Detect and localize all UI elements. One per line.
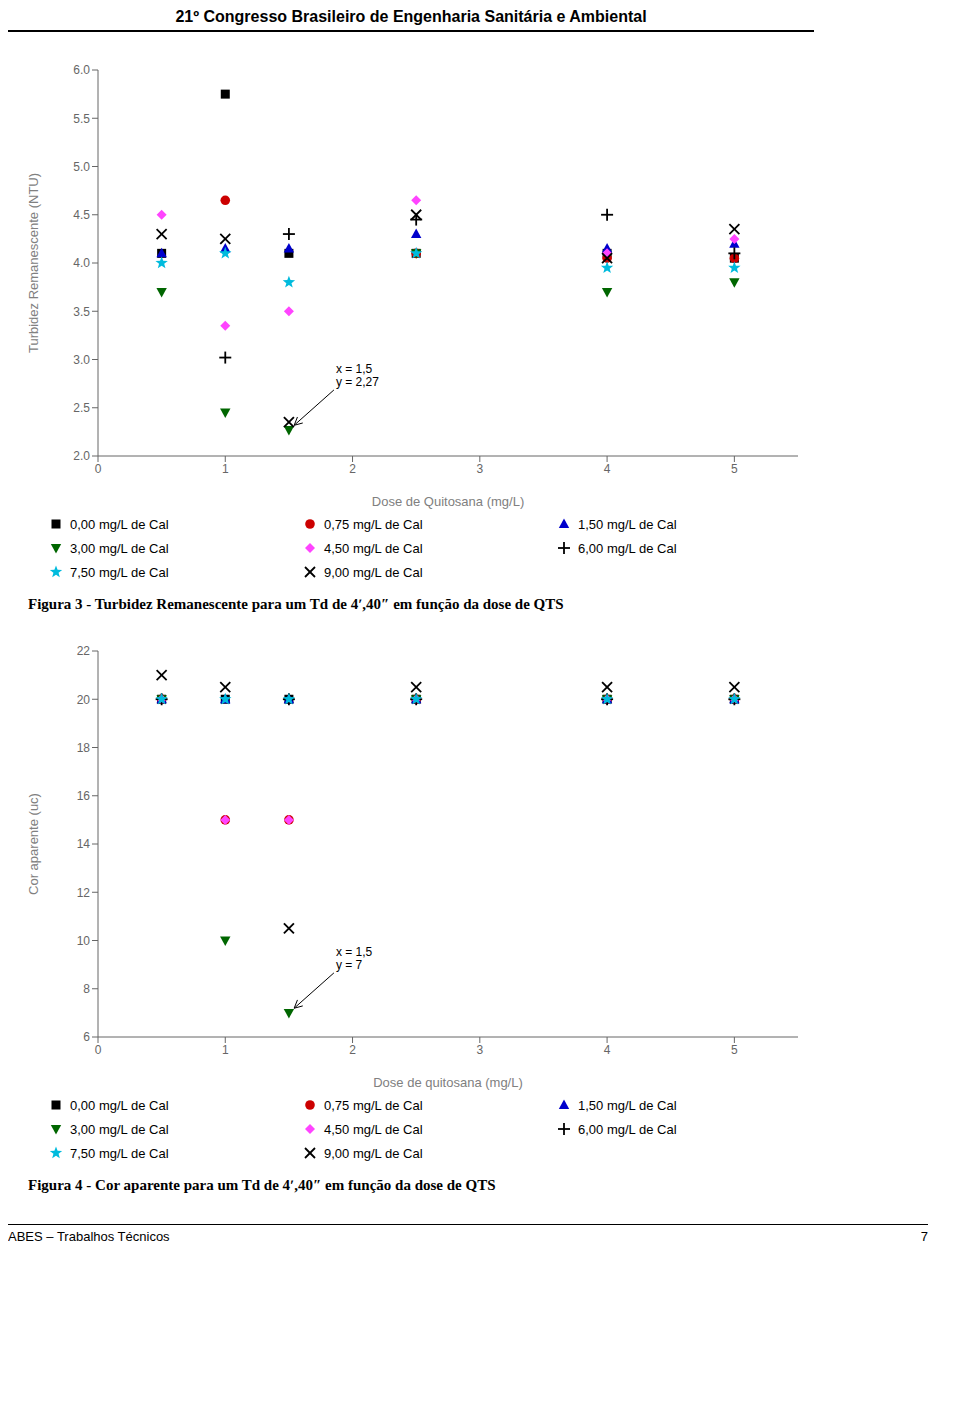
svg-text:3: 3 [476,462,483,476]
svg-text:Turbidez Remanescente (NTU): Turbidez Remanescente (NTU) [26,173,41,353]
svg-text:6.0: 6.0 [73,63,90,77]
svg-text:12: 12 [77,886,91,900]
html-text:3,00 mg/L de Cal: 3,00 mg/L de Cal [70,1121,169,1137]
html-text:Figura 3 - Turbidez Remanescen: Figura 3 - Turbidez Remanescente para um… [28,596,564,612]
html-text:7,50 mg/L de Cal: 7,50 mg/L de Cal [70,1145,169,1161]
svg-text:18: 18 [77,741,91,755]
svg-text:22: 22 [77,644,91,658]
svg-text:20: 20 [77,693,91,707]
html-text:0,00 mg/L de Cal: 0,00 mg/L de Cal [70,1097,169,1113]
html-text:0,75 mg/L de Cal: 0,75 mg/L de Cal [324,516,423,532]
svg-text:2.0: 2.0 [73,449,90,463]
html-text:ABES – Trabalhos Técnicos: ABES – Trabalhos Técnicos [8,1229,170,1244]
html-text:Figura 4 - Cor aparente para u: Figura 4 - Cor aparente para um Td de 4ʹ… [28,1177,496,1193]
svg-text:3: 3 [476,1043,483,1057]
svg-text:x = 1,5y = 2,27: x = 1,5y = 2,27 [336,362,379,389]
html-text:1,50 mg/L de Cal: 1,50 mg/L de Cal [578,516,677,532]
svg-text:1: 1 [222,1043,229,1057]
svg-text:4: 4 [604,462,611,476]
svg-text:5: 5 [731,1043,738,1057]
svg-text:2: 2 [349,1043,356,1057]
svg-text:3.5: 3.5 [73,305,90,319]
svg-text:14: 14 [77,837,91,851]
svg-text:5.5: 5.5 [73,112,90,126]
html-text:0,75 mg/L de Cal: 0,75 mg/L de Cal [324,1097,423,1113]
svg-text:5.0: 5.0 [73,160,90,174]
html-text:4,50 mg/L de Cal: 4,50 mg/L de Cal [324,540,423,556]
svg-text:0: 0 [95,462,102,476]
html-text:9,00 mg/L de Cal: 9,00 mg/L de Cal [324,1145,423,1161]
html-text:0,00 mg/L de Cal: 0,00 mg/L de Cal [70,516,169,532]
html-text:7,50 mg/L de Cal: 7,50 mg/L de Cal [70,564,169,580]
svg-text:Cor aparente (uc): Cor aparente (uc) [26,793,41,895]
html-text:6,00 mg/L de Cal: 6,00 mg/L de Cal [578,1121,677,1137]
svg-text:Dose de quitosana (mg/L): Dose de quitosana (mg/L) [373,1075,523,1090]
svg-text:3.0: 3.0 [73,353,90,367]
svg-text:1: 1 [222,462,229,476]
svg-text:2: 2 [349,462,356,476]
svg-text:6: 6 [83,1030,90,1044]
svg-text:16: 16 [77,789,91,803]
svg-text:2.5: 2.5 [73,401,90,415]
svg-text:4.0: 4.0 [73,256,90,270]
html-text:21º Congresso Brasileiro de En: 21º Congresso Brasileiro de Engenharia S… [175,8,647,25]
html-text:9,00 mg/L de Cal: 9,00 mg/L de Cal [324,564,423,580]
svg-text:8: 8 [83,982,90,996]
svg-text:10: 10 [77,934,91,948]
html-text:4,50 mg/L de Cal: 4,50 mg/L de Cal [324,1121,423,1137]
html-text:7: 7 [920,1229,928,1244]
svg-text:5: 5 [731,462,738,476]
svg-text:x = 1,5y = 7: x = 1,5y = 7 [336,945,373,972]
svg-text:Dose de Quitosana (mg/L): Dose de Quitosana (mg/L) [372,494,524,509]
svg-text:4.5: 4.5 [73,208,90,222]
html-text:6,00 mg/L de Cal: 6,00 mg/L de Cal [578,540,677,556]
svg-text:0: 0 [95,1043,102,1057]
svg-text:4: 4 [604,1043,611,1057]
html-text:3,00 mg/L de Cal: 3,00 mg/L de Cal [70,540,169,556]
html-text:1,50 mg/L de Cal: 1,50 mg/L de Cal [578,1097,677,1113]
